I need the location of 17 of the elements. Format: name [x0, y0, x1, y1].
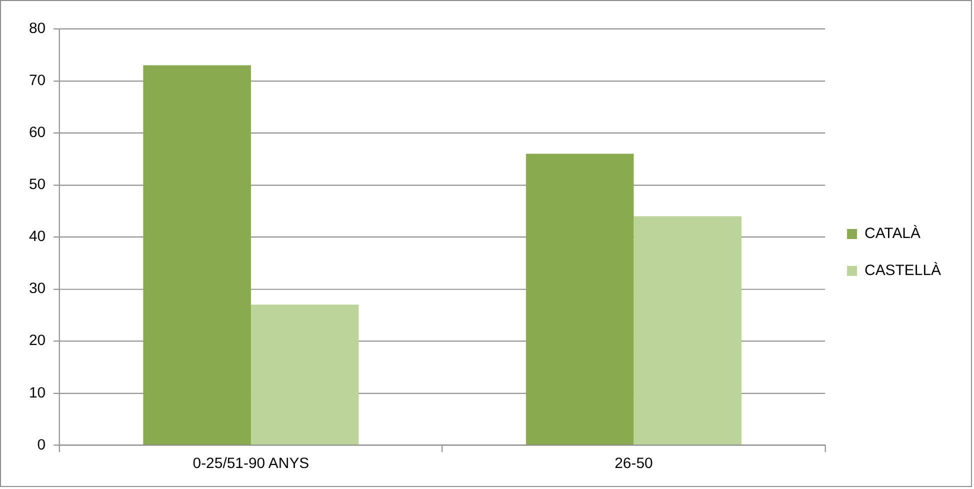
- bar: [250, 304, 359, 445]
- y-tick-label: 30: [28, 280, 46, 298]
- bar: [634, 216, 742, 445]
- y-tick-label: 40: [28, 228, 46, 246]
- y-tick-label: 10: [28, 384, 46, 402]
- y-tick-label: 20: [28, 332, 46, 350]
- x-tick-label: 0-25/51-90 ANYS: [192, 455, 310, 472]
- y-tick-label: 80: [28, 20, 46, 38]
- y-tick-label: 70: [28, 72, 46, 90]
- legend-label: CASTELLÀ: [864, 262, 942, 280]
- legend-label: CATALÀ: [864, 225, 921, 242]
- bar: [526, 154, 634, 445]
- x-tick-label: 26-50: [614, 455, 653, 472]
- y-tick-label: 0: [37, 436, 46, 454]
- y-tick-label: 60: [28, 124, 46, 142]
- bar: [143, 65, 251, 445]
- y-tick-label: 50: [28, 176, 46, 194]
